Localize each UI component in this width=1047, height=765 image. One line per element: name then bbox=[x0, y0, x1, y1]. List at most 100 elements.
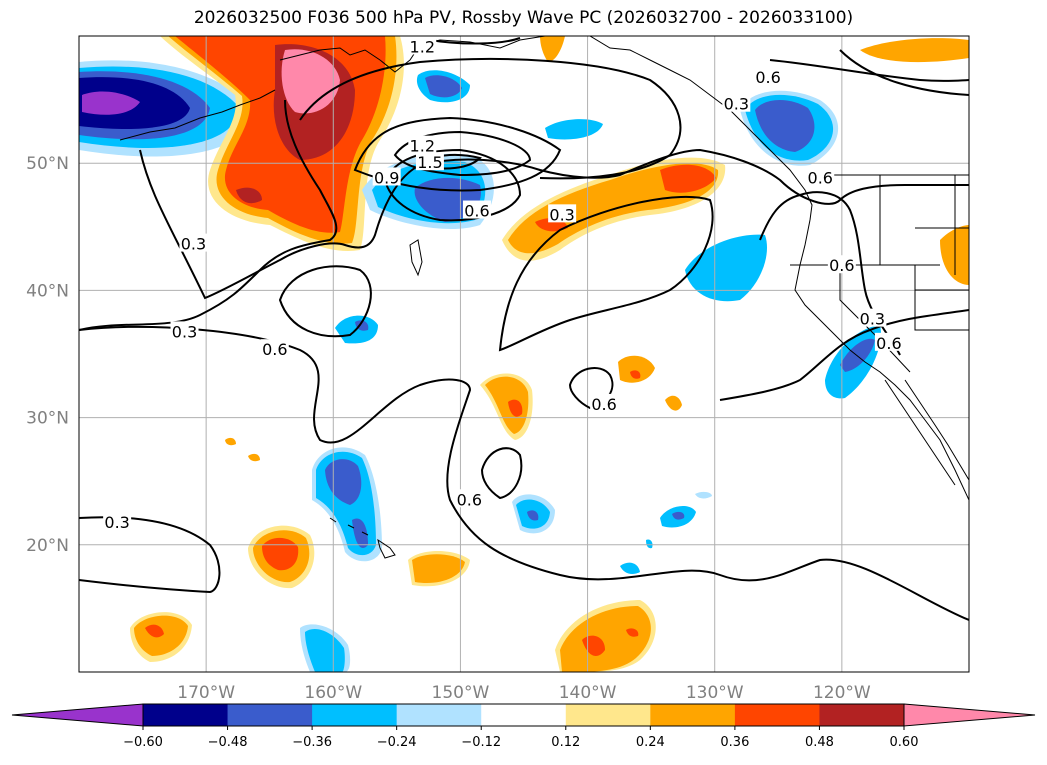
lat-tick-label: 40°N bbox=[26, 281, 69, 301]
state-border-4 bbox=[914, 265, 969, 331]
colorbar-bin bbox=[819, 704, 905, 726]
contour-0.3-west bbox=[79, 516, 221, 594]
contour-label: 0.6 bbox=[876, 334, 901, 353]
colorbar-label: −0.36 bbox=[292, 735, 332, 750]
pos-anomaly-hawaii-e-core bbox=[412, 554, 465, 584]
contour-label-bg bbox=[372, 167, 401, 186]
colorbar-label: 0.12 bbox=[551, 735, 580, 750]
lon-tick-label: 140°W bbox=[559, 683, 617, 703]
contour-0.6-loop-40n bbox=[278, 265, 372, 338]
neg-anomaly-se-2b bbox=[672, 511, 685, 520]
contour-1.2-inner bbox=[393, 130, 532, 177]
coastlines bbox=[119, 36, 969, 559]
pos-anomaly-sub-lvl2 bbox=[485, 376, 529, 434]
contour-label: 0.3 bbox=[724, 95, 749, 114]
contour-label: 1.2 bbox=[410, 37, 435, 56]
pos-anomaly-n-top bbox=[540, 36, 565, 62]
neg-anomaly-bering-lvl5 bbox=[82, 91, 140, 115]
contour-label: 0.3 bbox=[172, 322, 197, 341]
colorbar-label: −0.48 bbox=[208, 735, 248, 750]
colorbar-label: 0.48 bbox=[805, 735, 834, 750]
alaska-coast bbox=[279, 36, 546, 73]
contour-label-bg bbox=[415, 152, 444, 171]
pos-anomaly-ne-corner bbox=[860, 38, 969, 63]
colorbar-extend-min bbox=[11, 703, 144, 727]
lon-tick-label: 170°W bbox=[177, 683, 235, 703]
contour-0.3-east-loop bbox=[719, 309, 969, 401]
colorbar-bin bbox=[734, 704, 820, 726]
colorbar-bin bbox=[565, 704, 651, 726]
contour-label: 0.6 bbox=[464, 202, 489, 221]
contour-label-bg bbox=[874, 332, 903, 351]
colorbar-bin bbox=[650, 704, 736, 726]
contour-0.9 bbox=[353, 116, 562, 192]
lat-tick-label: 30°N bbox=[26, 409, 69, 429]
lon-tick-label: 120°W bbox=[813, 683, 871, 703]
pos-anomaly-sc-lvl3b bbox=[626, 628, 639, 637]
pos-anomaly-ridge-lvl3 bbox=[660, 164, 716, 193]
contour-label-bg bbox=[260, 339, 289, 358]
lon-tick-label: 130°W bbox=[686, 683, 744, 703]
lat-tick-labels: 20°N 30°N 40°N 50°N bbox=[26, 154, 69, 556]
contour-label-bg bbox=[858, 308, 887, 327]
contour-label: 0.3 bbox=[181, 235, 206, 254]
colorbar-label: 0.24 bbox=[636, 735, 665, 750]
colorbar: −0.60 −0.48 −0.36 −0.24 −0.12 0.12 0.24 0.36 0.4… bbox=[11, 703, 1036, 750]
contour-label-bg bbox=[462, 200, 491, 219]
contour-label-bg bbox=[548, 204, 577, 223]
neg-anomaly-south-core bbox=[305, 628, 345, 672]
contour-label-bg bbox=[722, 93, 751, 112]
lat-tick-label: 20°N bbox=[26, 536, 69, 556]
contour-0.3-ne bbox=[769, 59, 969, 82]
neg-anomaly-hawaii-lvl3b bbox=[352, 518, 368, 549]
colorbar-bin bbox=[227, 704, 313, 726]
contour-label-bg bbox=[590, 393, 619, 412]
contour-0.6-loop-24n bbox=[480, 447, 523, 500]
pos-anomaly-sub-tiny bbox=[665, 395, 682, 411]
contour-label: 0.6 bbox=[262, 340, 287, 359]
neg-anomaly-bc-lvl3 bbox=[755, 99, 815, 152]
pos-anomaly-gulf-lvl4b bbox=[236, 187, 262, 204]
colorbar-label: 0.60 bbox=[890, 735, 919, 750]
hawaii-islands bbox=[329, 517, 396, 559]
contour-label-bg bbox=[455, 489, 484, 508]
contour-label-bg bbox=[827, 255, 856, 274]
neg-anomaly-se-4 bbox=[620, 562, 640, 574]
contour-1.2-outer bbox=[299, 58, 682, 180]
aleutian-coast bbox=[119, 89, 276, 141]
contour-label-bg bbox=[179, 233, 208, 252]
colorbar-bin bbox=[396, 704, 482, 726]
contour-label-bg bbox=[754, 66, 783, 85]
colorbar-bin bbox=[312, 704, 398, 726]
pos-anomaly-hawaii-w-lvl3 bbox=[262, 537, 299, 571]
contour-label: 1.2 bbox=[410, 137, 435, 156]
contour-label-bg bbox=[408, 36, 437, 55]
contour-label: 0.6 bbox=[829, 256, 854, 275]
map-frame bbox=[78, 35, 970, 673]
contour-label: 0.3 bbox=[860, 310, 885, 329]
contour-label-bg bbox=[806, 167, 835, 186]
pos-anomaly-sub-small bbox=[618, 355, 655, 383]
neg-anomaly-small-2 bbox=[545, 119, 603, 140]
neg-anomaly-westcoast bbox=[685, 234, 768, 302]
filled-pv-anomalies bbox=[79, 36, 969, 672]
small-island-1 bbox=[409, 239, 423, 277]
contour-label: 0.3 bbox=[549, 205, 574, 224]
contour-0.6-south-ring bbox=[498, 195, 714, 352]
colorbar-label: −0.12 bbox=[461, 735, 501, 750]
contour-label: 1.5 bbox=[417, 153, 442, 172]
pos-anomaly-sub-lvl3 bbox=[508, 399, 523, 417]
colorbar-bin bbox=[481, 704, 567, 726]
colorbar-label: 0.36 bbox=[720, 735, 749, 750]
chart-title: 2026032500 F036 500 hPa PV, Rossby Wave … bbox=[193, 8, 854, 28]
pos-anomaly-sc-lvl2 bbox=[560, 606, 651, 672]
lon-tick-labels: 170°W 160°W 150°W 140°W 130°W 120°W bbox=[177, 683, 871, 703]
contour-label-bg bbox=[103, 512, 132, 531]
lat-tick-label: 50°N bbox=[26, 154, 69, 174]
gulf-calif-coast bbox=[904, 379, 969, 481]
contour-label: 0.6 bbox=[591, 395, 616, 414]
colorbar-bin bbox=[143, 704, 229, 726]
baja-coast bbox=[884, 379, 956, 486]
neg-anomaly-se-1c bbox=[527, 510, 539, 521]
